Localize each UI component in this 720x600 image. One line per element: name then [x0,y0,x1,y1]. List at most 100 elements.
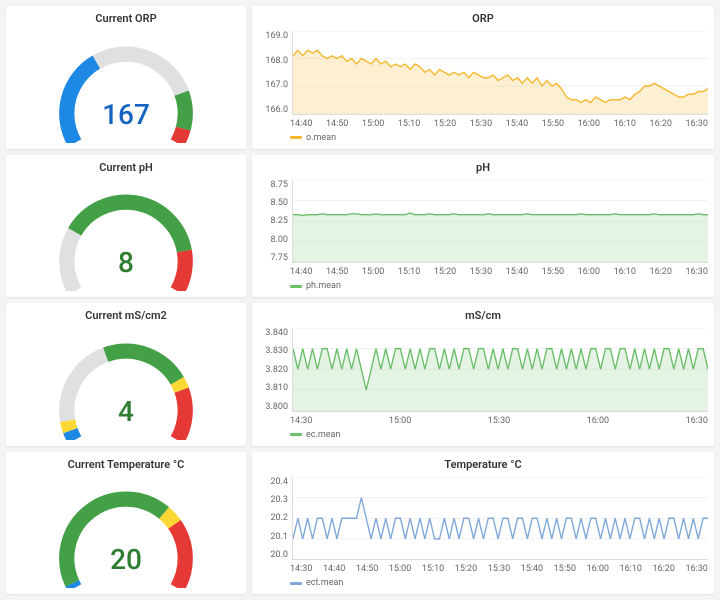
legend: ect.mean [252,574,714,594]
plot-area [292,328,708,412]
x-tick: 15:00 [362,267,384,277]
y-tick: 3.810 [265,383,288,393]
legend-swatch [290,136,302,139]
x-tick: 15:40 [521,564,543,574]
gauge-panel-ec[interactable]: Current mS/cm2 4 [6,303,246,446]
x-tick: 16:30 [685,119,707,129]
chart-panel-ph[interactable]: pH 8.758.508.258.007.75 14:4014:5015:001… [252,155,714,298]
panel-title: Current ORP [6,6,246,27]
y-tick: 166.0 [265,105,288,115]
panel-title: Current mS/cm2 [6,303,246,324]
x-axis: 14:30 14:40 14:50 15:00 15:10 15:20 15:30 15:40… [252,562,714,574]
x-tick: 15:40 [506,267,528,277]
x-tick: 16:30 [685,564,707,574]
x-tick: 15:40 [506,119,528,129]
x-tick: 14:50 [326,267,348,277]
gauge-panel-orp[interactable]: Current ORP 167 [6,6,246,149]
x-tick: 15:20 [434,119,456,129]
plot-area [292,477,708,561]
x-tick: 15:30 [470,119,492,129]
x-tick: 14:50 [326,119,348,129]
x-tick: 16:10 [620,564,642,574]
x-tick: 14:30 [290,564,312,574]
x-tick: 16:30 [685,267,707,277]
chart-panel-orp[interactable]: ORP 169.0168.0167.0166.0 14:4014:5015:00… [252,6,714,149]
legend-label: ect.mean [306,578,343,588]
x-tick: 16:30 [686,416,708,426]
legend-label: o.mean [306,133,336,143]
x-tick: 16:10 [614,267,636,277]
y-tick: 8.00 [270,235,288,245]
x-tick: 15:10 [398,267,420,277]
x-axis: 14:40 14:50 15:00 15:10 15:20 15:30 15:40 15:50… [252,117,714,129]
panel-title: Current pH [6,155,246,176]
gauge-panel-ph[interactable]: Current pH 8 [6,155,246,298]
x-tick: 15:00 [389,416,411,426]
gauge-value: 167 [6,98,246,131]
x-tick: 15:30 [488,416,510,426]
x-tick: 15:30 [470,267,492,277]
x-tick: 15:10 [422,564,444,574]
x-tick: 15:50 [554,564,576,574]
y-tick: 3.840 [265,328,288,338]
plot-area [292,180,708,264]
legend-label: ph.mean [306,281,341,291]
x-tick: 15:00 [362,119,384,129]
y-tick: 20.3 [270,495,288,505]
panel-title: Current Temperature °C [6,452,246,473]
x-tick: 16:20 [652,564,674,574]
y-axis: 20.4 20.3 20.2 20.1 20.0 [258,477,292,561]
x-tick: 15:20 [455,564,477,574]
gauge-panel-temp[interactable]: Current Temperature °C 20 [6,452,246,595]
x-tick: 16:00 [578,267,600,277]
panel-title: ORP [252,6,714,27]
legend: ph.mean [252,277,714,297]
legend: o.mean [252,129,714,149]
x-tick: 14:40 [323,564,345,574]
y-tick: 8.75 [270,180,288,190]
x-tick: 15:30 [488,564,510,574]
x-tick: 16:00 [587,564,609,574]
x-tick: 16:20 [650,267,672,277]
y-tick: 8.50 [270,198,288,208]
chart-panel-ec[interactable]: mS/cm 3.8403.8303.8203.8103.800 14:3015:… [252,303,714,446]
x-tick: 15:00 [389,564,411,574]
panel-title: pH [252,155,714,176]
x-tick: 16:20 [650,119,672,129]
chart-panel-temp[interactable]: Temperature °C 20.4 20.3 20.2 20.1 20.0 14:3… [252,452,714,595]
panel-title: mS/cm [252,303,714,324]
gauge-value: 4 [6,395,246,428]
gauge: 167 [6,27,246,149]
x-tick: 16:10 [614,119,636,129]
x-axis: 14:30 15:00 15:30 16:00 16:30 [252,414,714,426]
x-tick: 15:10 [398,119,420,129]
legend-label: ec.mean [306,430,340,440]
legend: ec.mean [252,426,714,446]
gauge-value: 8 [6,246,246,279]
x-tick: 14:50 [356,564,378,574]
x-tick: 14:40 [290,119,312,129]
legend-swatch [290,285,302,288]
x-tick: 14:30 [290,416,312,426]
gauge: 20 [6,473,246,595]
x-tick: 16:00 [587,416,609,426]
y-tick: 168.0 [265,56,288,66]
plot-area [292,31,708,115]
x-tick: 15:50 [542,267,564,277]
y-tick: 20.0 [270,550,288,560]
legend-swatch [290,433,302,436]
y-tick: 20.1 [270,532,288,542]
x-tick: 14:40 [290,267,312,277]
x-tick: 15:50 [542,119,564,129]
y-tick: 3.820 [265,365,288,375]
y-tick: 20.2 [270,513,288,523]
x-tick: 16:00 [578,119,600,129]
y-axis: 8.758.508.258.007.75 [258,180,292,264]
y-axis: 169.0168.0167.0166.0 [258,31,292,115]
gauge: 4 [6,324,246,446]
panel-title: Temperature °C [252,452,714,473]
y-tick: 20.4 [270,477,288,487]
y-tick: 3.800 [265,402,288,412]
y-tick: 167.0 [265,80,288,90]
y-tick: 7.75 [270,253,288,263]
